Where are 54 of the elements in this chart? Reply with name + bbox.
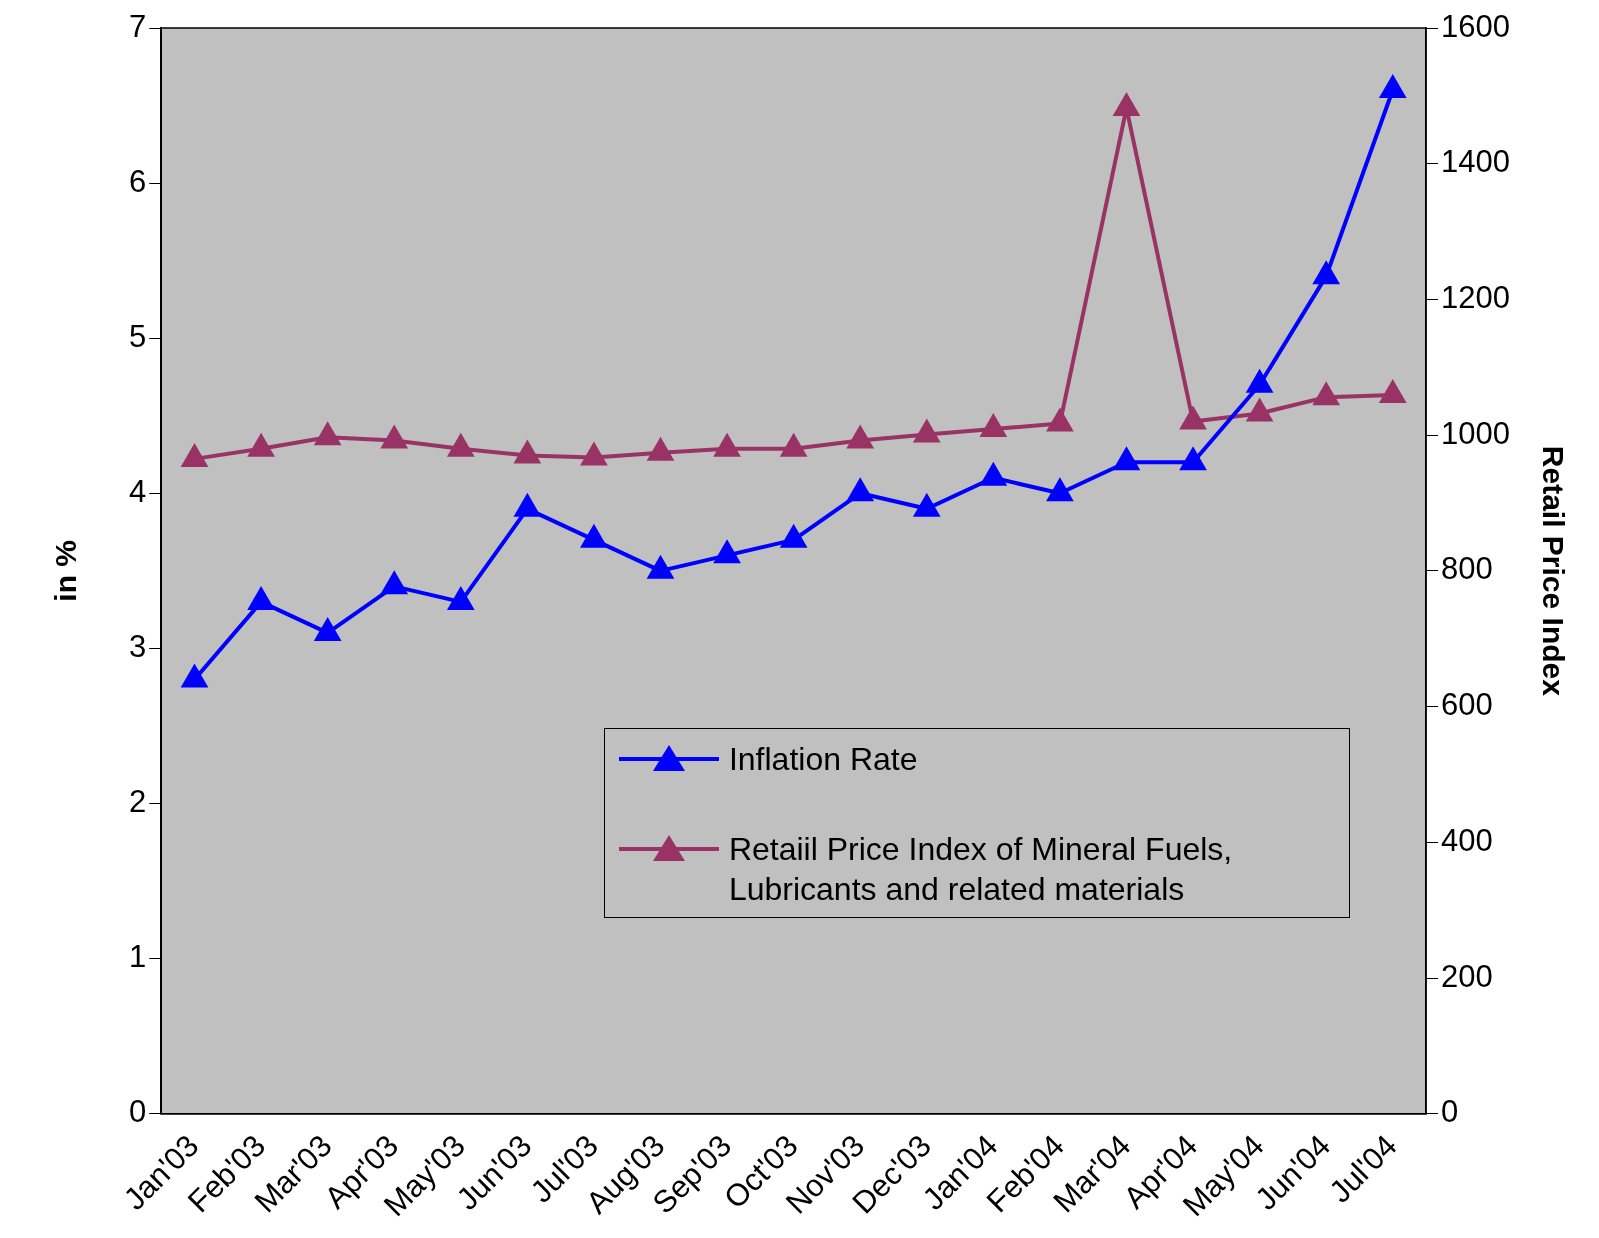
y-axis-title: in % (49, 540, 83, 602)
point (248, 587, 274, 610)
point (1046, 407, 1074, 432)
point (779, 432, 808, 457)
y2-tick-label: 1400 (1441, 144, 1511, 180)
legend-label: Inflation Rate (728, 740, 918, 780)
y2-tick-label: 0 (1441, 1094, 1459, 1130)
point (980, 415, 1006, 438)
point (315, 423, 341, 446)
y-tick-label: 2 (128, 784, 147, 820)
point (847, 479, 873, 502)
point (1114, 448, 1139, 471)
legend-label: Retaiil Price Index of Mineral Fuels, Lubricants and related materials (728, 830, 1234, 910)
point (913, 492, 941, 517)
point (1179, 405, 1207, 430)
point (380, 424, 408, 449)
point (646, 436, 675, 461)
y-tick-label: 0 (128, 1094, 147, 1130)
y2-tick-label: 200 (1441, 958, 1493, 994)
point (1380, 76, 1406, 99)
y2-tick-label: 600 (1441, 687, 1493, 723)
point (513, 492, 540, 517)
point (447, 432, 475, 457)
point (846, 424, 874, 449)
y2-axis-title: Retail Price Index (1536, 445, 1570, 697)
point (1313, 383, 1339, 406)
point (980, 461, 1008, 486)
point (448, 587, 474, 610)
y-tick-label: 6 (128, 163, 147, 199)
y2-tick-label: 1000 (1441, 415, 1511, 451)
y2-tick-label: 1200 (1441, 279, 1511, 315)
point (580, 441, 608, 466)
y-tick-label: 4 (128, 473, 147, 509)
y-tick-label: 7 (128, 8, 147, 44)
y-tick-label: 1 (128, 939, 147, 975)
point (514, 441, 540, 464)
point (1180, 448, 1206, 471)
point (1047, 479, 1073, 502)
point (713, 432, 741, 457)
point (1247, 399, 1273, 422)
point (1380, 381, 1406, 404)
y2-tick-label: 800 (1441, 551, 1493, 587)
point (1313, 262, 1339, 285)
point (914, 420, 940, 443)
y2-tick-label: 1600 (1441, 8, 1511, 44)
point (247, 432, 275, 457)
y-tick-label: 5 (128, 318, 147, 354)
y2-tick-label: 400 (1441, 822, 1493, 858)
y-tick-label: 3 (128, 628, 147, 664)
point (714, 541, 740, 564)
point (381, 572, 407, 595)
point (315, 618, 341, 641)
point (580, 523, 607, 548)
point (182, 665, 207, 688)
